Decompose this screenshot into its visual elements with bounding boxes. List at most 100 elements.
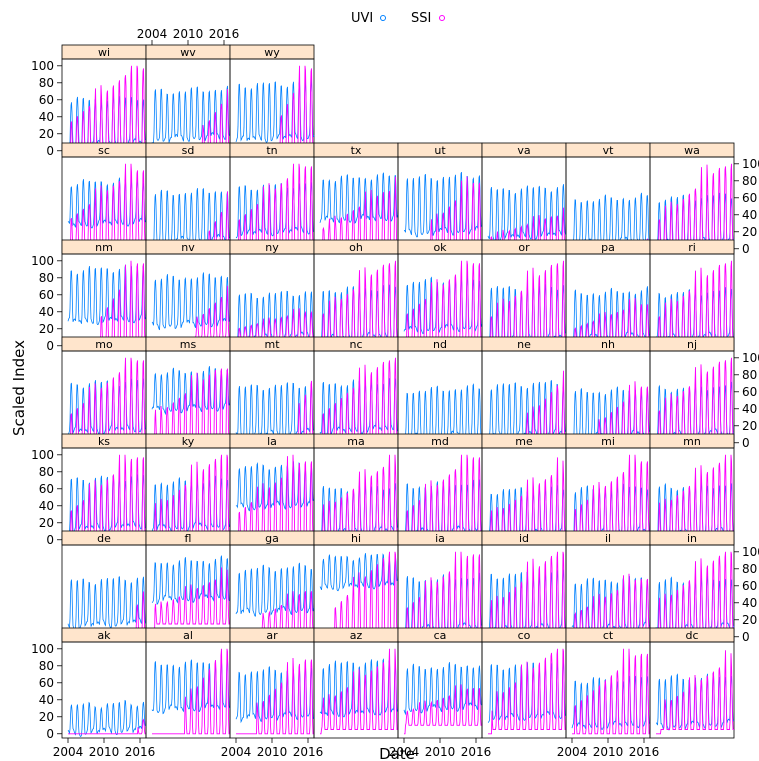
series-uvi-tx [319, 172, 399, 224]
series-uvi-de [67, 576, 147, 630]
panel-frame-ia [397, 544, 483, 642]
strip-label-wv: wv [180, 46, 196, 59]
series-uvi-mo [67, 377, 147, 436]
strip-label-az: az [350, 629, 363, 642]
x-tick-label: 2010 [173, 27, 204, 41]
series-uvi-ut [403, 171, 483, 238]
strip-label-ak: ak [97, 629, 111, 642]
series-ssi-al [152, 648, 230, 735]
panel-dc: dc [649, 627, 735, 739]
panel-ia: ia [397, 530, 483, 642]
panel-fl: fl [145, 530, 231, 642]
series-ssi-tn [236, 163, 314, 250]
panel-frame-ct [565, 641, 651, 739]
panel-al: al [145, 627, 231, 739]
axes: 0 20 40 60 80 100 0 20 40 60 80 100 0 20 40 60 80 100 0 20 4… [31, 27, 759, 759]
strip-label-oh: oh [349, 241, 363, 254]
series-uvi-nd [403, 383, 483, 442]
series-uvi-ca [403, 662, 483, 716]
x-tick-label: 2010 [89, 745, 120, 759]
legend-entry-ssi-label: SSI [411, 11, 431, 26]
strip-label-al: al [183, 629, 193, 642]
y-tick-label: 60 [39, 288, 54, 302]
panel-grid: wi wv wy sc sd tn tx ut va vt wa nm nv ny oh ok or pa ri mo… [61, 44, 735, 739]
series-ssi-co [488, 648, 566, 735]
x-tick-label: 2004 [557, 745, 588, 759]
strip-label-wa: wa [684, 144, 700, 157]
series-ssi-wa [656, 163, 734, 250]
strip-label-me: me [515, 435, 533, 448]
strip-label-ca: ca [434, 629, 447, 642]
panel-ok: ok [397, 239, 483, 351]
x-tick-label: 2016 [209, 27, 240, 41]
strip-label-fl: fl [185, 532, 192, 545]
strip-label-sd: sd [182, 144, 195, 157]
panel-ct: ct [565, 627, 651, 739]
panel-va: va [481, 142, 567, 254]
series-uvi-tn [235, 182, 315, 239]
panel-ca: ca [397, 627, 483, 739]
series-uvi-ak [67, 699, 147, 738]
panel-frame-ri [649, 253, 735, 351]
panel-la: la [229, 433, 315, 545]
panel-in: in [649, 530, 735, 642]
panel-frame-mo [61, 350, 147, 448]
panel-az: az [313, 627, 399, 739]
panel-wy: wy [229, 44, 315, 156]
panel-tx: tx [313, 142, 399, 254]
series-ssi-fl [152, 567, 230, 638]
series-uvi-va [487, 184, 567, 242]
series-ssi-ca [404, 684, 482, 735]
y-tick-label: 100 [31, 448, 54, 462]
strip-label-il: il [605, 532, 611, 545]
y-tick-label: 0 [46, 727, 54, 741]
strip-label-tx: tx [351, 144, 362, 157]
panel-ak: ak [61, 627, 147, 739]
panel-frame-ga [229, 544, 315, 642]
panel-wv: wv [145, 44, 231, 156]
panel-frame-or [481, 253, 567, 351]
panel-sc: sc [61, 142, 147, 254]
strip-label-md: md [431, 435, 449, 448]
series-uvi-wy [235, 78, 315, 143]
series-uvi-ne [487, 379, 567, 440]
x-tick-label: 2010 [257, 745, 288, 759]
panel-nv: nv [145, 239, 231, 351]
series-uvi-la [235, 461, 315, 512]
series-uvi-ms [151, 366, 231, 416]
panel-ny: ny [229, 239, 315, 351]
strip-label-nv: nv [181, 241, 195, 254]
panel-ri: ri [649, 239, 735, 351]
panel-frame-al [145, 641, 231, 739]
y-tick-label: 80 [742, 174, 757, 188]
series-ssi-wy [236, 65, 314, 152]
panel-wi: wi [61, 44, 147, 156]
series-uvi-ar [235, 664, 315, 724]
strip-label-ok: ok [433, 241, 447, 254]
panel-frame-de [61, 544, 147, 642]
panel-nm: nm [61, 239, 147, 351]
strip-label-ks: ks [98, 435, 110, 448]
x-tick-label: 2016 [461, 745, 492, 759]
y-tick-label: 0 [46, 144, 54, 158]
panel-tn: tn [229, 142, 315, 254]
series-uvi-az [319, 658, 399, 718]
x-axis-title: Date [379, 745, 415, 761]
series-ssi-ct [572, 648, 650, 735]
series-uvi-nv [151, 272, 231, 331]
strip-label-mo: mo [95, 338, 113, 351]
y-tick-label: 80 [39, 271, 54, 285]
y-tick-label: 40 [39, 693, 54, 707]
series-ssi-ok [404, 260, 482, 347]
y-tick-label: 0 [742, 242, 750, 256]
series-ssi-sc [68, 163, 146, 250]
panel-md: md [397, 433, 483, 545]
strip-label-nj: nj [687, 338, 697, 351]
strip-label-nc: nc [349, 338, 362, 351]
series-uvi-ga [235, 562, 315, 617]
series-ssi-in [656, 551, 734, 638]
panel-frame-me [481, 447, 567, 545]
y-tick-label: 20 [39, 516, 54, 530]
y-tick-label: 40 [39, 110, 54, 124]
